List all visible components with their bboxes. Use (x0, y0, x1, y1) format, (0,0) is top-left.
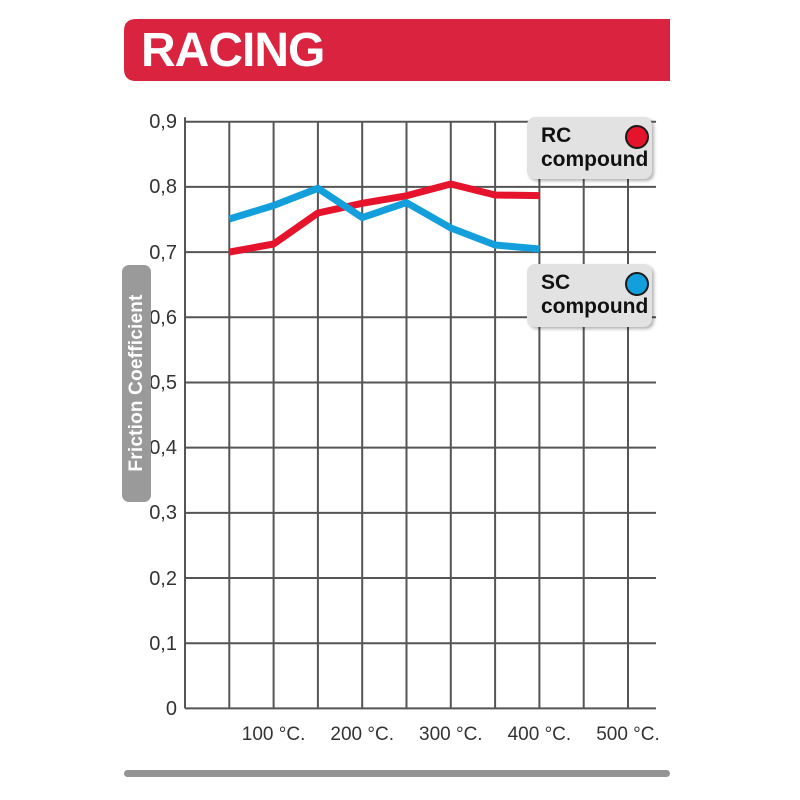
svg-text:0,8: 0,8 (149, 176, 177, 198)
svg-text:0,9: 0,9 (149, 111, 177, 133)
svg-text:0,2: 0,2 (149, 568, 177, 590)
svg-text:200 °C.: 200 °C. (330, 724, 394, 745)
svg-text:100 °C.: 100 °C. (242, 724, 306, 745)
svg-text:0: 0 (166, 698, 177, 720)
svg-text:400 °C.: 400 °C. (508, 724, 572, 745)
svg-text:0,5: 0,5 (149, 372, 177, 394)
svg-text:500 °C.: 500 °C. (596, 724, 660, 745)
svg-text:300 °C.: 300 °C. (419, 724, 483, 745)
svg-text:0,7: 0,7 (149, 242, 177, 264)
svg-text:0,6: 0,6 (149, 307, 177, 329)
svg-text:0,1: 0,1 (149, 633, 177, 655)
svg-text:0,3: 0,3 (149, 502, 177, 524)
svg-text:0,4: 0,4 (149, 437, 177, 459)
